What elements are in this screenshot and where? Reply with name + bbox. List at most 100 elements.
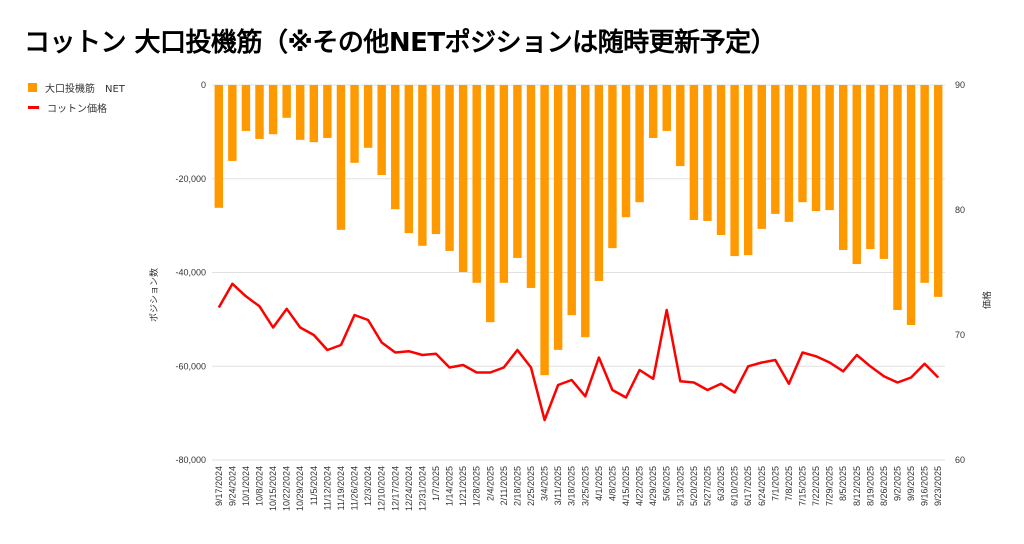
bar (486, 85, 495, 323)
bar (323, 85, 332, 138)
bar (404, 85, 414, 234)
x-tick-label: 12/17/2024 (390, 466, 400, 511)
x-tick-label: 9/23/2025 (933, 466, 943, 506)
x-tick-label: 11/12/2024 (322, 466, 332, 510)
x-tick-label: 10/29/2024 (295, 466, 305, 511)
y-tick-label-left: -80,000 (175, 455, 206, 465)
x-tick-label: 8/5/2025 (838, 466, 848, 501)
bar (825, 85, 834, 211)
x-tick-label: 4/29/2025 (648, 466, 658, 506)
x-tick-label: 12/10/2024 (377, 466, 387, 511)
bar (377, 85, 386, 175)
x-tick-label: 10/22/2024 (282, 466, 292, 511)
x-tick-label: 11/26/2024 (350, 466, 360, 510)
y-tick-label-right: 90 (955, 80, 965, 90)
x-tick-label: 8/19/2025 (865, 466, 875, 506)
x-tick-label: 10/8/2024 (255, 466, 265, 506)
x-tick-label: 9/16/2025 (920, 466, 930, 506)
x-tick-label: 8/26/2025 (879, 466, 889, 506)
x-tick-label: 6/17/2025 (743, 466, 753, 506)
x-tick-label: 12/3/2024 (363, 466, 373, 506)
x-tick-label: 1/28/2025 (472, 466, 482, 506)
bar (934, 85, 943, 297)
bar (268, 85, 278, 135)
bar (363, 85, 373, 148)
y-tick-label-left: -40,000 (175, 268, 206, 278)
y-tick-label-right: 60 (955, 455, 965, 465)
x-tick-label: 7/29/2025 (825, 466, 835, 506)
x-tick-label: 5/6/2025 (662, 466, 672, 501)
bar (906, 85, 916, 325)
x-tick-label: 9/9/2025 (906, 466, 916, 501)
bar (431, 85, 441, 235)
bar (418, 85, 427, 246)
legend-swatch-line (28, 106, 39, 109)
x-tick-label: 4/8/2025 (607, 466, 617, 501)
y-axis-title-right: 価格 (981, 291, 992, 309)
bar (336, 85, 346, 230)
bar (608, 85, 617, 249)
y-tick-label-left: -60,000 (175, 361, 206, 371)
bar (716, 85, 726, 235)
x-tick-label: 6/3/2025 (716, 466, 726, 501)
x-tick-label: 9/24/2024 (227, 466, 237, 506)
bar (214, 85, 223, 208)
x-tick-label: 2/4/2025 (485, 466, 495, 501)
bar (282, 85, 291, 118)
bar (458, 85, 468, 273)
y-tick-label-left: -20,000 (175, 174, 206, 184)
bar (594, 85, 604, 281)
bar (852, 85, 861, 265)
bar (350, 85, 359, 163)
bar (730, 85, 739, 257)
bar (757, 85, 766, 229)
bar (635, 85, 644, 203)
x-tick-label: 10/15/2024 (268, 466, 278, 511)
bar (784, 85, 794, 222)
legend-item-price: コットン価格 (28, 100, 107, 115)
x-tick-label: 3/25/2025 (580, 466, 590, 506)
bar (255, 85, 264, 139)
x-tick-label: 7/22/2025 (811, 466, 821, 506)
bar (499, 85, 509, 283)
bar (771, 85, 780, 214)
bar (445, 85, 454, 251)
bar (567, 85, 576, 316)
bar (296, 85, 305, 140)
bar (798, 85, 807, 203)
x-tick-label: 7/1/2025 (770, 466, 780, 501)
bar (581, 85, 590, 338)
x-tick-label: 3/18/2025 (567, 466, 577, 506)
bar (513, 85, 522, 258)
legend-label-price: コットン価格 (47, 104, 107, 115)
x-tick-label: 5/27/2025 (702, 466, 712, 506)
legend-label-net: 大口投機筋 NET (45, 84, 125, 95)
bar (743, 85, 753, 256)
x-tick-label: 9/17/2024 (214, 466, 224, 506)
bar (309, 85, 319, 143)
bar (920, 85, 929, 283)
bar (676, 85, 685, 167)
x-tick-label: 4/22/2025 (635, 466, 645, 506)
bar (866, 85, 875, 250)
bar (621, 85, 631, 218)
x-tick-label: 7/15/2025 (797, 466, 807, 506)
x-tick-label: 10/1/2024 (241, 466, 251, 506)
bar (879, 85, 889, 259)
bar (893, 85, 902, 310)
x-tick-label: 12/24/2024 (404, 466, 414, 511)
bar (228, 85, 237, 161)
bar (472, 85, 481, 283)
bar (526, 85, 536, 288)
x-tick-label: 1/21/2025 (458, 466, 468, 506)
y-tick-label-right: 80 (955, 205, 965, 215)
x-tick-label: 2/18/2025 (512, 466, 522, 506)
bar (540, 85, 549, 376)
x-tick-label: 11/5/2024 (309, 466, 319, 505)
x-tick-label: 7/8/2025 (784, 466, 794, 501)
x-tick-label: 4/1/2025 (594, 466, 604, 501)
bar (553, 85, 563, 350)
bar (648, 85, 658, 138)
legend-swatch-bar (28, 83, 37, 92)
